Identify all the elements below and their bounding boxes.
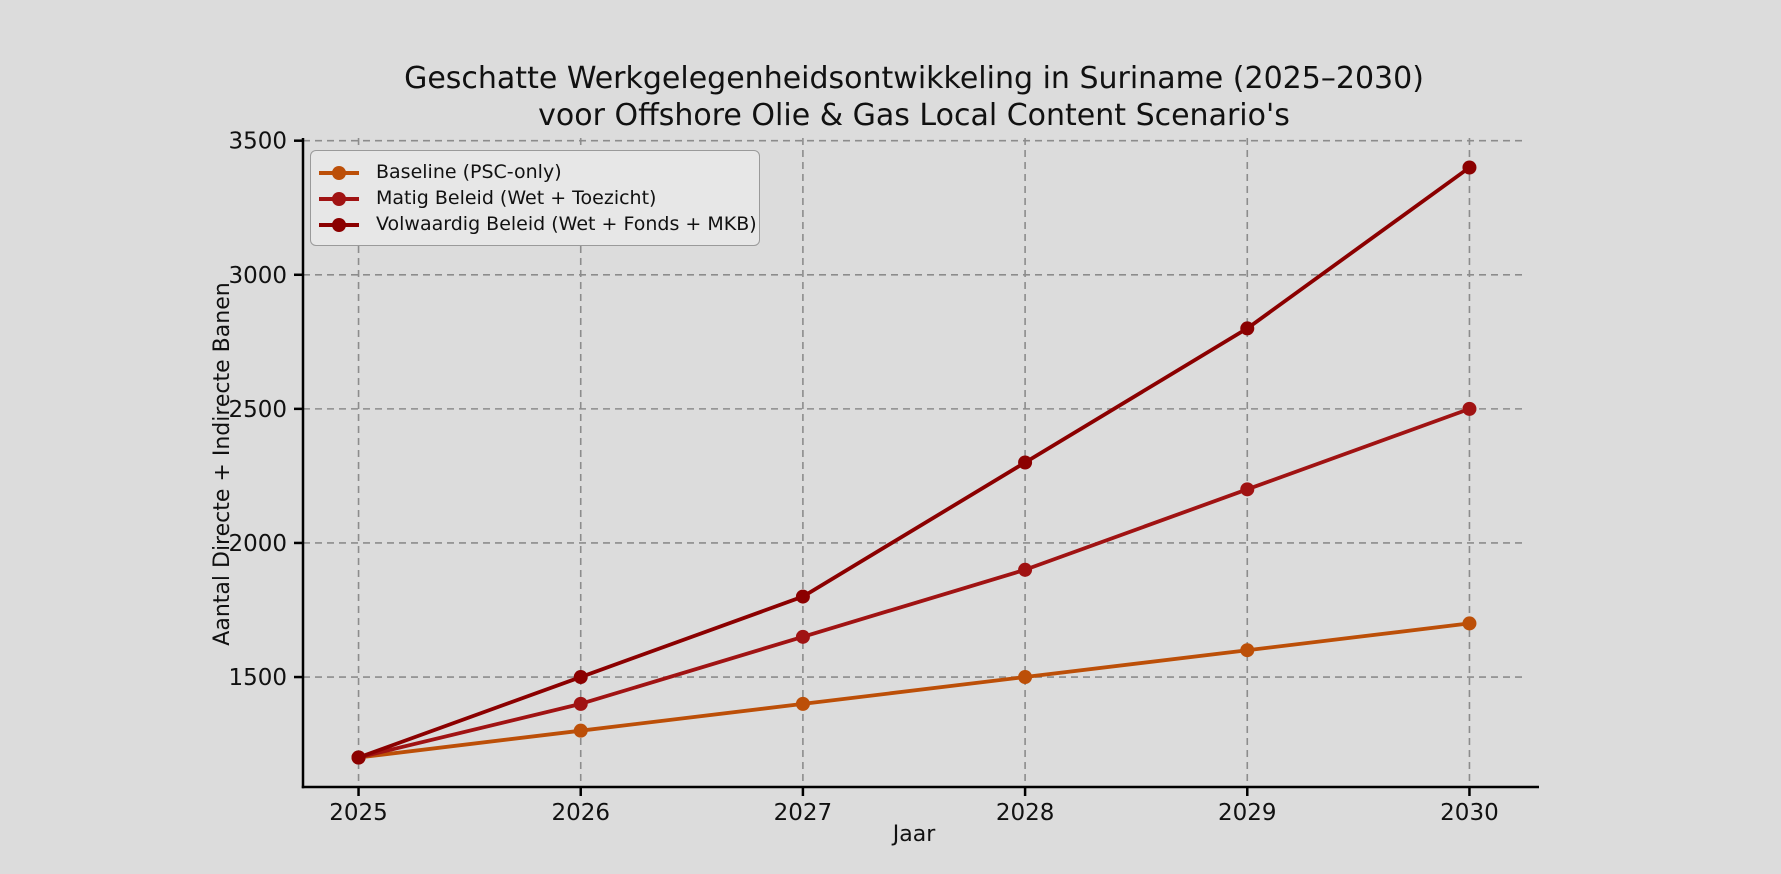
legend-item-baseline: Baseline (PSC-only) bbox=[319, 159, 745, 185]
x-tick-label: 2025 bbox=[329, 800, 388, 826]
data-point-series-0 bbox=[795, 696, 810, 711]
legend-item-volwaardig-beleid: Volwaardig Beleid (Wet + Fonds + MKB) bbox=[319, 211, 757, 237]
data-point-series-0 bbox=[1462, 616, 1477, 631]
y-tick-label: 2000 bbox=[228, 531, 287, 557]
data-point-series-2 bbox=[1240, 321, 1255, 336]
y-tick-label: 2500 bbox=[228, 397, 287, 423]
y-tick-label: 1500 bbox=[228, 665, 287, 691]
chart-subtitle: voor Offshore Olie & Gas Local Content S… bbox=[538, 98, 1290, 133]
series-line-1 bbox=[356, 406, 1472, 760]
data-point-series-0 bbox=[573, 723, 588, 738]
data-point-series-0 bbox=[1018, 670, 1033, 685]
legend-line-marker-icon bbox=[319, 159, 359, 185]
series-line-2 bbox=[356, 165, 1472, 760]
legend-item-matig-beleid: Matig Beleid (Wet + Toezicht) bbox=[319, 185, 745, 211]
data-point-series-1 bbox=[1462, 401, 1477, 416]
data-point-series-1 bbox=[573, 696, 588, 711]
data-point-series-2 bbox=[1462, 160, 1477, 175]
legend-label-volwaardig-beleid: Volwaardig Beleid (Wet + Fonds + MKB) bbox=[376, 213, 757, 235]
y-axis-label: Aantal Directe + Indirecte Banen bbox=[210, 282, 235, 646]
data-point-series-1 bbox=[1240, 482, 1255, 497]
chart-title-block: Geschatte Werkgelegenheidsontwikkeling i… bbox=[303, 60, 1525, 134]
data-point-series-2 bbox=[351, 750, 366, 765]
legend-line-marker-icon bbox=[319, 211, 359, 237]
x-tick-label: 2029 bbox=[1218, 800, 1277, 826]
x-tick-label: 2027 bbox=[774, 800, 833, 826]
x-axis-label: Jaar bbox=[892, 822, 936, 847]
x-tick-label: 2030 bbox=[1440, 800, 1499, 826]
data-point-series-2 bbox=[573, 670, 588, 685]
data-point-series-2 bbox=[1018, 455, 1033, 470]
legend-label-matig-beleid: Matig Beleid (Wet + Toezicht) bbox=[376, 187, 657, 209]
data-point-series-0 bbox=[1240, 643, 1255, 658]
chart-title: Geschatte Werkgelegenheidsontwikkeling i… bbox=[404, 61, 1424, 96]
data-point-series-1 bbox=[1018, 562, 1033, 577]
y-tick-label: 3000 bbox=[228, 263, 287, 289]
data-point-series-1 bbox=[795, 629, 810, 644]
data-point-series-2 bbox=[795, 589, 810, 604]
x-tick-label: 2026 bbox=[551, 800, 610, 826]
series-line-0 bbox=[356, 621, 1472, 760]
legend-label-baseline: Baseline (PSC-only) bbox=[376, 161, 562, 183]
legend-line-marker-icon bbox=[319, 185, 359, 211]
x-tick-label: 2028 bbox=[996, 800, 1055, 826]
legend: Baseline (PSC-only) Matig Beleid (Wet + … bbox=[310, 150, 760, 246]
y-tick-label: 3500 bbox=[228, 129, 287, 155]
